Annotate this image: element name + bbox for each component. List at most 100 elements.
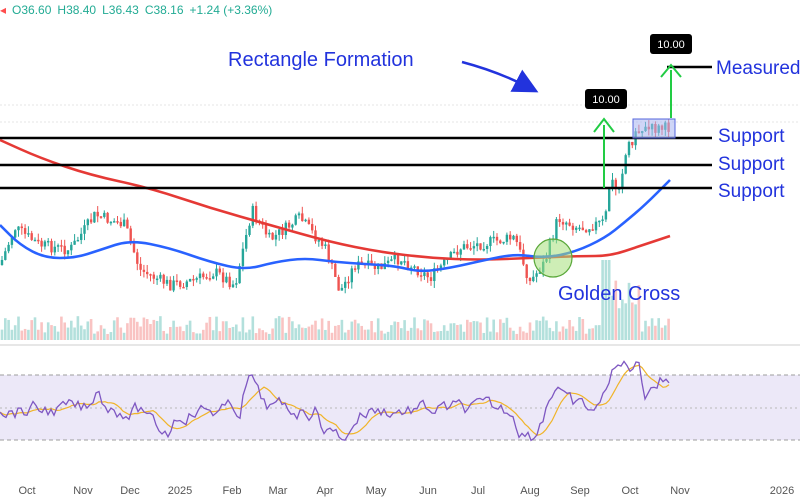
volume-bar	[235, 324, 238, 340]
volume-bar	[502, 322, 505, 340]
volume-bar	[327, 320, 330, 340]
volume-bar	[551, 331, 555, 340]
volume-bar	[287, 316, 291, 340]
candle-body	[337, 276, 340, 291]
volume-bar	[37, 329, 40, 340]
volume-bar	[126, 323, 129, 340]
candle-body	[518, 242, 522, 250]
x-tick-label: Oct	[621, 485, 638, 497]
candle-body	[393, 255, 396, 260]
volume-bar	[122, 332, 126, 340]
candle-body	[215, 268, 218, 277]
candle-body	[591, 229, 594, 231]
candle-body	[202, 273, 205, 278]
candle-body	[492, 236, 495, 239]
candle-body	[268, 232, 271, 235]
candle-body	[301, 213, 304, 222]
volume-bar	[162, 330, 165, 340]
candle-body	[99, 216, 103, 218]
volume-bar	[192, 332, 195, 340]
volume-bar	[343, 332, 347, 340]
candle-body	[439, 265, 443, 271]
candle-body	[241, 248, 245, 267]
candle-body	[485, 246, 489, 249]
candle-body	[185, 281, 188, 288]
volume-bar	[515, 333, 519, 340]
volume-bar	[591, 328, 594, 340]
volume-bar	[106, 333, 109, 340]
volume-bar	[238, 331, 241, 340]
candle-body	[113, 221, 116, 223]
candle-body	[419, 275, 423, 277]
candle-body	[40, 240, 43, 247]
volume-bar	[291, 321, 294, 340]
volume-bar	[231, 326, 235, 340]
candle-body	[462, 244, 466, 250]
candle-body	[155, 278, 159, 281]
volume-bar	[568, 319, 571, 340]
volume-bar	[499, 319, 502, 340]
volume-bar	[367, 329, 370, 340]
volume-bar	[103, 328, 106, 340]
volume-bar	[274, 318, 278, 340]
candle-body	[142, 269, 146, 272]
volume-bar	[462, 331, 466, 340]
candle-body	[221, 272, 225, 283]
volume-bar	[505, 317, 509, 340]
candle-body	[373, 263, 377, 269]
candle-body	[169, 279, 172, 291]
candle-body	[370, 260, 373, 264]
volume-bar	[258, 328, 261, 340]
volume-bar	[449, 323, 453, 340]
volume-bar	[241, 317, 245, 340]
candle-body	[311, 224, 314, 231]
volume-bar	[109, 332, 113, 340]
candle-body	[76, 239, 80, 242]
candle-body	[132, 241, 136, 253]
candle-body	[340, 287, 344, 291]
candle-body	[621, 173, 624, 189]
volume-bar	[132, 317, 136, 340]
volume-bar	[93, 333, 96, 340]
volume-bar	[558, 331, 561, 340]
candle-body	[307, 219, 311, 225]
volume-bar	[545, 320, 548, 340]
volume-bar	[165, 333, 169, 340]
candle-body	[208, 278, 212, 280]
candle-body	[456, 251, 459, 255]
volume-bar	[337, 325, 340, 340]
candle-body	[532, 276, 535, 282]
candle-body	[0, 259, 4, 265]
volume-bar	[518, 326, 522, 340]
candle-body	[43, 241, 47, 247]
volume-bar	[119, 327, 123, 340]
candle-body	[27, 233, 30, 235]
volume-bar	[17, 316, 20, 340]
candle-body	[601, 219, 604, 221]
candle-body	[631, 141, 634, 146]
volume-bar	[178, 326, 182, 340]
measure-box-2	[650, 34, 692, 54]
candle-body	[294, 215, 297, 225]
volume-bar	[40, 322, 43, 340]
volume-bar	[548, 327, 552, 340]
candle-body	[93, 211, 96, 223]
candle-body	[231, 284, 235, 288]
volume-bar	[433, 331, 436, 340]
volume-bar	[145, 319, 149, 340]
candle-body	[10, 237, 14, 245]
volume-bar	[70, 320, 73, 340]
volume-bar	[541, 316, 545, 340]
ohlc-change: +1.24 (+3.36%)	[189, 3, 273, 17]
volume-bar	[601, 260, 604, 340]
volume-bar	[436, 331, 439, 340]
x-tick-label: Oct	[18, 485, 35, 497]
volume-bar	[23, 328, 27, 340]
candle-body	[136, 252, 139, 264]
candle-body	[175, 280, 179, 282]
volume-bar	[426, 320, 429, 340]
volume-bar	[644, 320, 647, 340]
volume-bar	[116, 317, 119, 340]
rectangle-formation-label: Rectangle Formation	[228, 49, 414, 71]
